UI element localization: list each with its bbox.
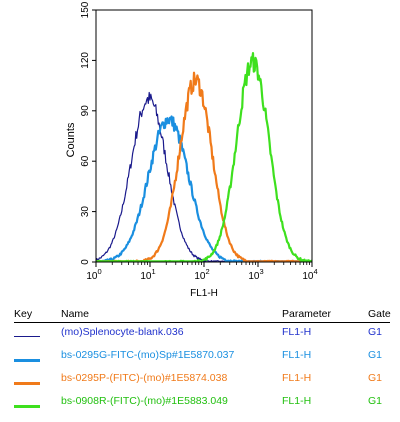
legend-parameter: FL1-H	[282, 395, 312, 407]
x-tick-exponent: 4	[313, 267, 317, 276]
x-tick-label: 104	[302, 267, 317, 282]
x-tick-exponent: 3	[259, 267, 263, 276]
legend-key-swatch	[14, 359, 40, 362]
legend-header-key: Key	[14, 308, 33, 320]
legend-gate: G1	[368, 349, 383, 361]
x-tick-label: 101	[140, 267, 155, 282]
y-tick-label: 120	[80, 52, 91, 69]
legend-name: bs-0295G-FITC-(mo)Sp#1E5870.037	[61, 349, 235, 361]
legend-name: bs-0908R-(FITC)-(mo)#1E5883.049	[61, 395, 228, 407]
legend-header-gate: Gate	[368, 308, 391, 320]
legend-name: (mo)Splenocyte-blank.036	[61, 326, 184, 338]
legend-parameter: FL1-H	[282, 372, 312, 384]
legend-gate: G1	[368, 326, 383, 338]
legend-name: bs-0295P-(FITC)-(mo)#1E5874.038	[61, 372, 228, 384]
x-tick-exponent: 2	[205, 267, 209, 276]
y-axis-label: Counts	[65, 122, 77, 157]
legend-parameter: FL1-H	[282, 349, 312, 361]
legend-parameter: FL1-H	[282, 326, 312, 338]
legend-header-parameter: Parameter	[282, 308, 332, 320]
x-tick-label: 100	[86, 267, 101, 282]
legend-row: bs-0295G-FITC-(mo)Sp#1E5870.037 FL1-H G1	[0, 349, 400, 372]
plot-frame	[95, 9, 313, 263]
legend-header-name: Name	[61, 308, 90, 320]
x-tick-exponent: 0	[97, 267, 101, 276]
y-tick-label: 0	[80, 259, 91, 265]
legend-table: Key Name Parameter Gate (mo)Splenocyte-b…	[0, 308, 400, 418]
series-layer	[95, 51, 313, 263]
legend-row: bs-0295P-(FITC)-(mo)#1E5874.038 FL1-H G1	[0, 372, 400, 395]
x-tick-label: 103	[248, 267, 263, 282]
legend-gate: G1	[368, 395, 383, 407]
y-tick-label: 30	[80, 206, 91, 218]
y-tick-label: 60	[80, 155, 91, 167]
x-tick-exponent: 1	[151, 267, 155, 276]
legend-key-swatch	[14, 382, 40, 385]
legend-key-swatch	[14, 336, 40, 337]
histogram-series-line	[95, 51, 313, 263]
y-tick-label: 90	[80, 105, 91, 117]
y-tick-label: 150	[80, 1, 91, 18]
histogram-series-line	[95, 115, 313, 263]
legend-row: (mo)Splenocyte-blank.036 FL1-H G1	[0, 326, 400, 349]
x-axis-label: FL1-H	[190, 288, 218, 299]
legend-key-swatch	[14, 405, 40, 408]
legend-header-divider	[14, 322, 390, 323]
legend-row: bs-0908R-(FITC)-(mo)#1E5883.049 FL1-H G1	[0, 395, 400, 418]
legend-header-row: Key Name Parameter Gate	[0, 308, 400, 326]
legend-gate: G1	[368, 372, 383, 384]
x-tick-label: 102	[194, 267, 209, 282]
